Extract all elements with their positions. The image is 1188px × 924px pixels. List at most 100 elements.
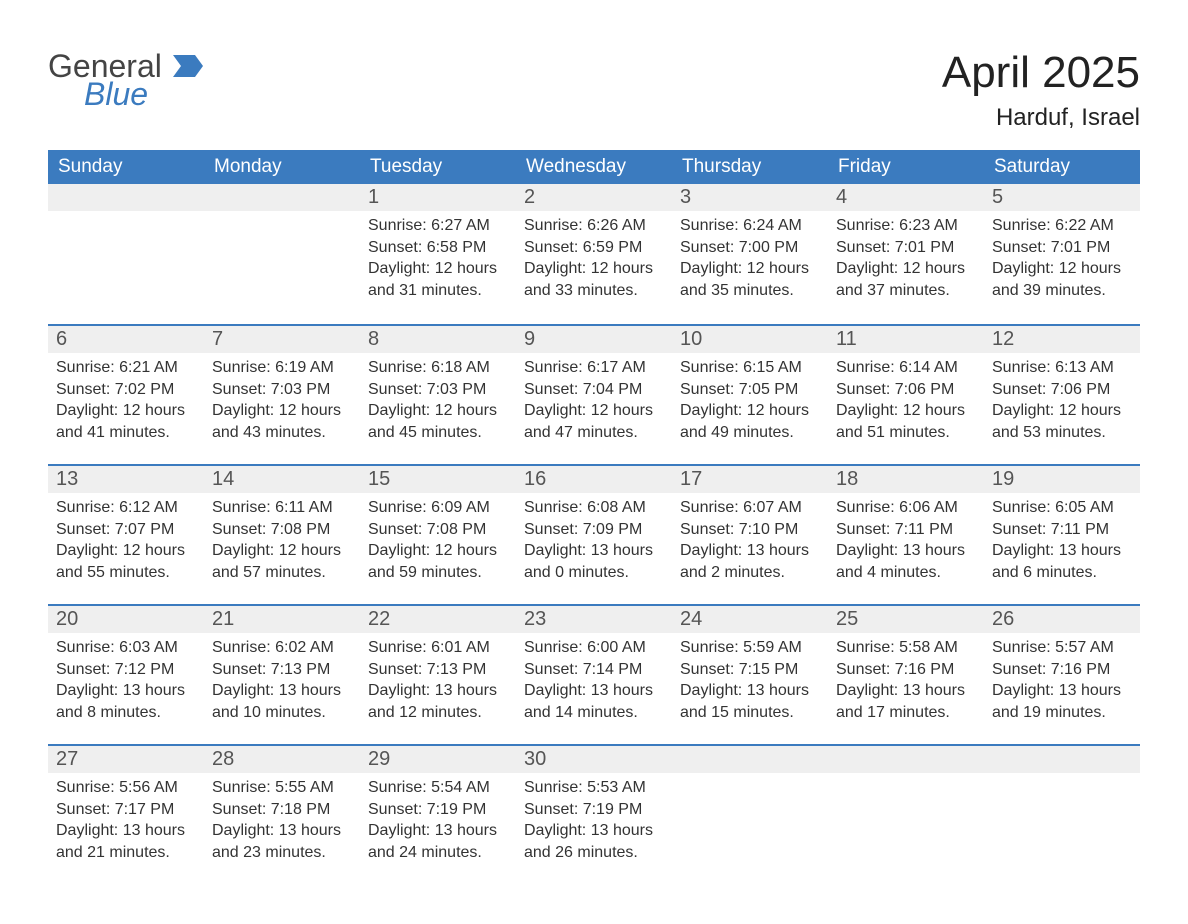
day-number: 8 [360,324,516,353]
daylight-line: Daylight: 12 hours and 37 minutes. [836,258,976,301]
sunrise-line: Sunrise: 6:05 AM [992,497,1132,519]
calendar-table: Sunday Monday Tuesday Wednesday Thursday… [48,150,1140,884]
calendar-day-cell: 25Sunrise: 5:58 AMSunset: 7:16 PMDayligh… [828,604,984,744]
calendar-day-cell: 18Sunrise: 6:06 AMSunset: 7:11 PMDayligh… [828,464,984,604]
sunset-line: Sunset: 7:16 PM [992,659,1132,681]
day-details [204,211,360,223]
sunset-line: Sunset: 7:05 PM [680,379,820,401]
day-number: 23 [516,604,672,633]
sunset-line: Sunset: 7:08 PM [368,519,508,541]
daylight-line: Daylight: 13 hours and 2 minutes. [680,540,820,583]
sunrise-line: Sunrise: 6:12 AM [56,497,196,519]
sunrise-line: Sunrise: 5:56 AM [56,777,196,799]
day-details: Sunrise: 6:19 AMSunset: 7:03 PMDaylight:… [204,353,360,451]
location-label: Harduf, Israel [942,104,1140,132]
daylight-line: Daylight: 12 hours and 45 minutes. [368,400,508,443]
day-number: 27 [48,744,204,773]
sunrise-line: Sunrise: 5:59 AM [680,637,820,659]
sunset-line: Sunset: 7:07 PM [56,519,196,541]
day-number [984,744,1140,773]
weekday-header: Monday [204,150,360,184]
weekday-header: Thursday [672,150,828,184]
daylight-line: Daylight: 13 hours and 24 minutes. [368,820,508,863]
calendar-day-cell: 20Sunrise: 6:03 AMSunset: 7:12 PMDayligh… [48,604,204,744]
daylight-line: Daylight: 12 hours and 39 minutes. [992,258,1132,301]
day-number: 7 [204,324,360,353]
calendar-day-cell [984,744,1140,884]
daylight-line: Daylight: 12 hours and 35 minutes. [680,258,820,301]
calendar-day-cell [672,744,828,884]
sunset-line: Sunset: 7:16 PM [836,659,976,681]
calendar-week-row: 1Sunrise: 6:27 AMSunset: 6:58 PMDaylight… [48,184,1140,324]
day-number: 2 [516,184,672,211]
day-number: 17 [672,464,828,493]
day-details: Sunrise: 6:01 AMSunset: 7:13 PMDaylight:… [360,633,516,731]
weekday-header: Friday [828,150,984,184]
day-details: Sunrise: 6:00 AMSunset: 7:14 PMDaylight:… [516,633,672,731]
day-number: 5 [984,184,1140,211]
calendar-body: 1Sunrise: 6:27 AMSunset: 6:58 PMDaylight… [48,184,1140,884]
day-number: 26 [984,604,1140,633]
sunset-line: Sunset: 7:11 PM [836,519,976,541]
day-number: 1 [360,184,516,211]
day-number: 19 [984,464,1140,493]
daylight-line: Daylight: 12 hours and 51 minutes. [836,400,976,443]
logo-flag-icon [173,48,203,84]
sunset-line: Sunset: 7:19 PM [368,799,508,821]
daylight-line: Daylight: 13 hours and 8 minutes. [56,680,196,723]
day-number: 3 [672,184,828,211]
calendar-day-cell [204,184,360,324]
day-details: Sunrise: 6:13 AMSunset: 7:06 PMDaylight:… [984,353,1140,451]
daylight-line: Daylight: 12 hours and 55 minutes. [56,540,196,583]
sunset-line: Sunset: 7:11 PM [992,519,1132,541]
sunrise-line: Sunrise: 6:21 AM [56,357,196,379]
title-block: April 2025 Harduf, Israel [942,50,1140,132]
calendar-day-cell: 9Sunrise: 6:17 AMSunset: 7:04 PMDaylight… [516,324,672,464]
daylight-line: Daylight: 12 hours and 47 minutes. [524,400,664,443]
sunrise-line: Sunrise: 6:07 AM [680,497,820,519]
calendar-day-cell: 8Sunrise: 6:18 AMSunset: 7:03 PMDaylight… [360,324,516,464]
calendar-day-cell: 19 Sunrise: 6:05 AMSunset: 7:11 PMDayligh… [984,464,1140,604]
weekday-header: Saturday [984,150,1140,184]
day-number: 11 [828,324,984,353]
calendar-day-cell: 1Sunrise: 6:27 AMSunset: 6:58 PMDaylight… [360,184,516,324]
month-title: April 2025 [942,50,1140,96]
day-details: Sunrise: 6:02 AMSunset: 7:13 PMDaylight:… [204,633,360,731]
day-details: Sunrise: 5:55 AMSunset: 7:18 PMDaylight:… [204,773,360,871]
sunrise-line: Sunrise: 6:27 AM [368,215,508,237]
sunset-line: Sunset: 7:02 PM [56,379,196,401]
day-details: Sunrise: 6:08 AMSunset: 7:09 PMDaylight:… [516,493,672,591]
daylight-line: Daylight: 13 hours and 21 minutes. [56,820,196,863]
day-number: 12 [984,324,1140,353]
weekday-header-row: Sunday Monday Tuesday Wednesday Thursday… [48,150,1140,184]
calendar-day-cell: 2Sunrise: 6:26 AMSunset: 6:59 PMDaylight… [516,184,672,324]
sunset-line: Sunset: 7:17 PM [56,799,196,821]
calendar-day-cell: 10Sunrise: 6:15 AMSunset: 7:05 PMDayligh… [672,324,828,464]
sunrise-line: Sunrise: 6:02 AM [212,637,352,659]
day-details: Sunrise: 6:12 AMSunset: 7:07 PMDaylight:… [48,493,204,591]
calendar-day-cell: 14Sunrise: 6:11 AMSunset: 7:08 PMDayligh… [204,464,360,604]
day-details [672,773,828,785]
sunrise-line: Sunrise: 5:54 AM [368,777,508,799]
logo: General Blue [48,50,203,110]
day-details: Sunrise: 6:15 AMSunset: 7:05 PMDaylight:… [672,353,828,451]
day-number: 9 [516,324,672,353]
sunset-line: Sunset: 6:59 PM [524,237,664,259]
daylight-line: Daylight: 13 hours and 6 minutes. [992,540,1132,583]
sunrise-line: Sunrise: 6:01 AM [368,637,508,659]
day-details: Sunrise: 5:54 AMSunset: 7:19 PMDaylight:… [360,773,516,871]
calendar-day-cell: 22Sunrise: 6:01 AMSunset: 7:13 PMDayligh… [360,604,516,744]
sunrise-line: Sunrise: 6:08 AM [524,497,664,519]
day-details [984,773,1140,785]
day-number: 22 [360,604,516,633]
daylight-line: Daylight: 12 hours and 31 minutes. [368,258,508,301]
day-number [48,184,204,211]
calendar-day-cell: 7Sunrise: 6:19 AMSunset: 7:03 PMDaylight… [204,324,360,464]
calendar-day-cell: 27 Sunrise: 5:56 AMSunset: 7:17 PMDayligh… [48,744,204,884]
day-number: 30 [516,744,672,773]
calendar-day-cell: 13Sunrise: 6:12 AMSunset: 7:07 PMDayligh… [48,464,204,604]
day-details: Sunrise: 5:57 AMSunset: 7:16 PMDaylight:… [984,633,1140,731]
day-details: Sunrise: 6:07 AMSunset: 7:10 PMDaylight:… [672,493,828,591]
sunrise-line: Sunrise: 6:19 AM [212,357,352,379]
day-number: 29 [360,744,516,773]
